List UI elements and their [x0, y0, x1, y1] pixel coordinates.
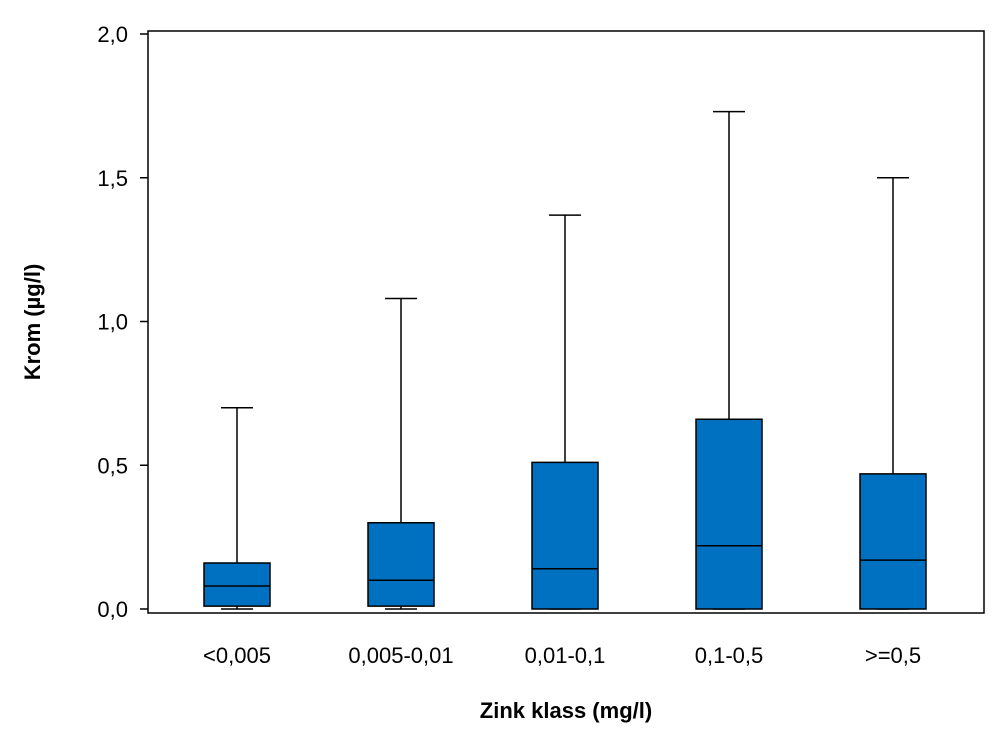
box-4 [695, 110, 763, 610]
box-iqr [859, 473, 927, 610]
x-tick-label: 0,01-0,1 [525, 643, 606, 668]
y-tick-label: 1,0 [97, 310, 128, 335]
x-axis: <0,005 0,005-0,01 0,01-0,1 0,1-0,5 >=0,5 [203, 643, 921, 668]
box-3 [531, 214, 599, 610]
box-1 [203, 407, 271, 610]
box-2 [367, 297, 435, 610]
y-tick-label: 0,0 [97, 597, 128, 622]
box-iqr [531, 461, 599, 610]
boxes [203, 110, 927, 610]
x-tick-label: 0,005-0,01 [348, 643, 453, 668]
y-axis: 0,0 0,5 1,0 1,5 2,0 [97, 22, 148, 622]
y-tick-label: 0,5 [97, 453, 128, 478]
y-axis-title: Krom (µg/l) [20, 264, 45, 381]
y-tick-label: 2,0 [97, 22, 128, 47]
box-5 [859, 177, 927, 610]
x-axis-title: Zink klass (mg/l) [480, 698, 652, 723]
box-iqr [367, 522, 435, 607]
x-tick-label: 0,1-0,5 [695, 643, 764, 668]
x-tick-label: >=0,5 [865, 643, 921, 668]
box-iqr [695, 418, 763, 610]
y-tick-label: 1,5 [97, 166, 128, 191]
x-tick-label: <0,005 [203, 643, 271, 668]
box-iqr [203, 562, 271, 607]
